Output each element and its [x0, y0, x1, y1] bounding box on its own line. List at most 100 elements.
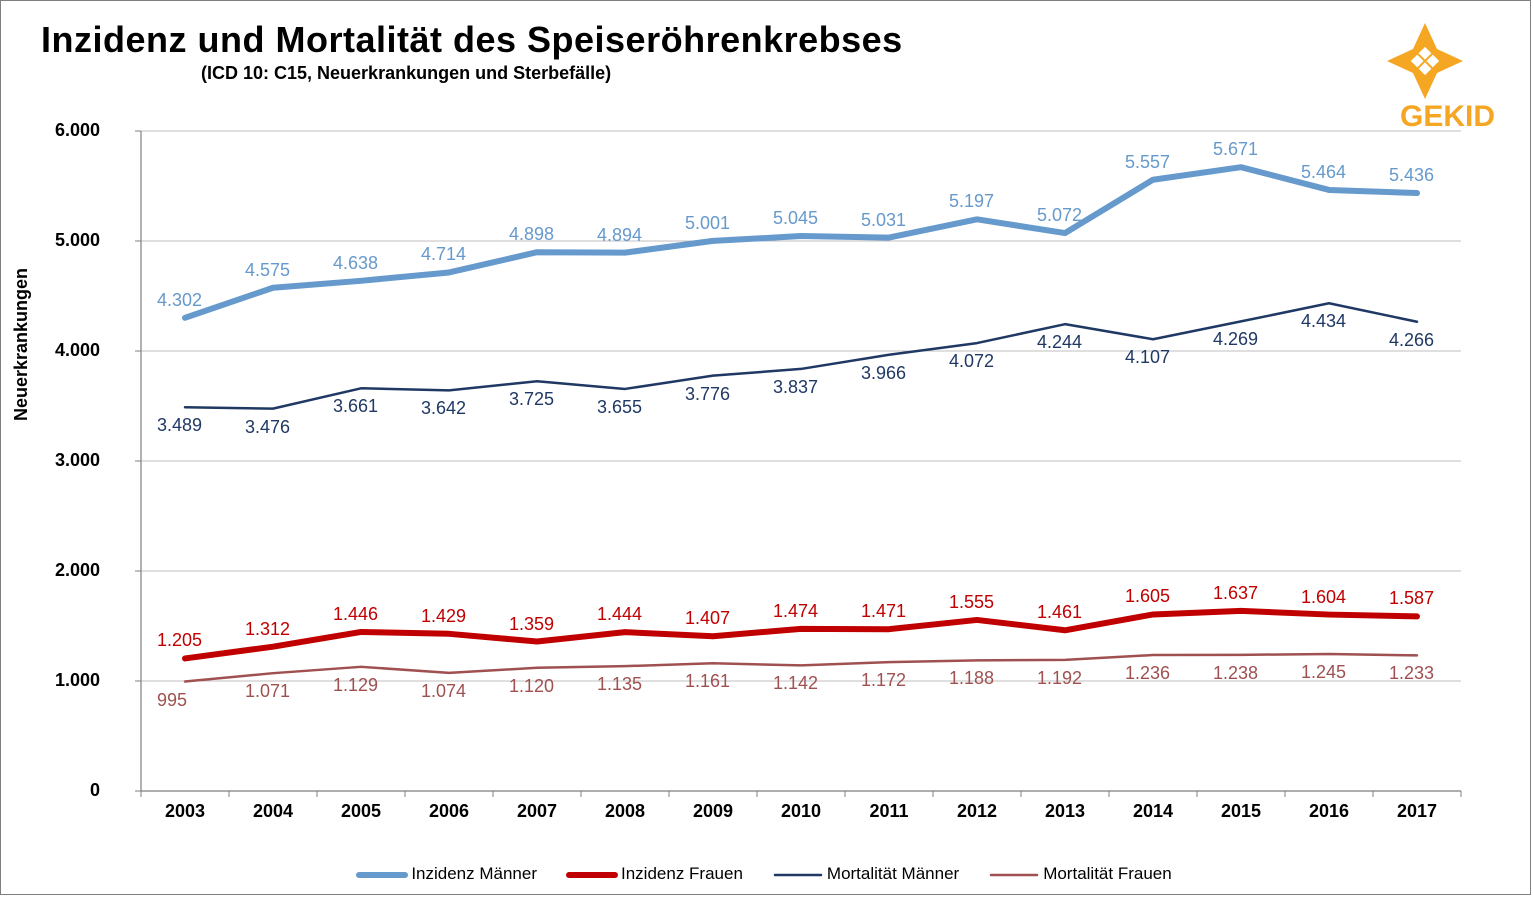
- data-label: 3.655: [597, 397, 642, 418]
- data-label: 5.045: [773, 208, 818, 229]
- y-tick-label: 5.000: [40, 230, 100, 251]
- data-label: 5.557: [1125, 152, 1170, 173]
- data-label: 3.642: [421, 398, 466, 419]
- y-tick-label: 6.000: [40, 120, 100, 141]
- x-tick-label: 2003: [145, 801, 225, 822]
- data-label: 5.072: [1037, 205, 1082, 226]
- legend: Inzidenz Männer Inzidenz Frauen Mortalität…: [1, 864, 1530, 884]
- data-label: 3.725: [509, 389, 554, 410]
- data-label: 1.074: [421, 681, 466, 702]
- data-label: 1.429: [421, 606, 466, 627]
- data-label: 4.269: [1213, 329, 1258, 350]
- data-label: 1.407: [685, 608, 730, 629]
- data-label: 1.461: [1037, 602, 1082, 623]
- y-axis-title: Neuerkrankungen: [11, 268, 32, 421]
- data-label: 1.233: [1389, 663, 1434, 684]
- data-label: 5.031: [861, 210, 906, 231]
- y-tick-label: 3.000: [40, 450, 100, 471]
- data-label: 1.135: [597, 674, 642, 695]
- data-label: 4.244: [1037, 332, 1082, 353]
- y-tick-label: 1.000: [40, 670, 100, 691]
- legend-label: Mortalität Männer: [827, 864, 959, 883]
- y-tick-label: 4.000: [40, 340, 100, 361]
- x-tick-label: 2008: [585, 801, 665, 822]
- legend-label: Inzidenz Männer: [411, 864, 537, 883]
- x-tick-label: 2011: [849, 801, 929, 822]
- data-label: 1.071: [245, 681, 290, 702]
- data-label: 4.714: [421, 244, 466, 265]
- data-label: 4.434: [1301, 311, 1346, 332]
- title-block: Inzidenz und Mortalität des Speiseröhren…: [41, 19, 903, 84]
- data-label: 1.192: [1037, 668, 1082, 689]
- data-label: 1.444: [597, 604, 642, 625]
- data-label: 1.359: [509, 614, 554, 635]
- data-label: 1.236: [1125, 663, 1170, 684]
- data-label: 1.245: [1301, 662, 1346, 683]
- x-tick-label: 2013: [1025, 801, 1105, 822]
- logo-text: GEKID: [1400, 100, 1495, 133]
- data-label: 1.312: [245, 619, 290, 640]
- x-tick-label: 2009: [673, 801, 753, 822]
- y-tick-label: 2.000: [40, 560, 100, 581]
- legend-item: Inzidenz Männer: [359, 864, 537, 884]
- data-label: 1.474: [773, 601, 818, 622]
- data-label: 3.476: [245, 417, 290, 438]
- data-label: 5.197: [949, 191, 994, 212]
- legend-item: Inzidenz Frauen: [569, 864, 743, 884]
- data-label: 4.898: [509, 224, 554, 245]
- plot-area: [111, 131, 1481, 821]
- x-tick-label: 2006: [409, 801, 489, 822]
- data-label: 1.142: [773, 673, 818, 694]
- data-label: 4.575: [245, 260, 290, 281]
- data-label: 1.471: [861, 601, 906, 622]
- data-label: 5.001: [685, 213, 730, 234]
- x-tick-label: 2014: [1113, 801, 1193, 822]
- x-tick-label: 2015: [1201, 801, 1281, 822]
- data-label: 1.161: [685, 671, 730, 692]
- x-tick-label: 2012: [937, 801, 1017, 822]
- gekid-logo: GEKID: [1310, 21, 1490, 131]
- data-label: 1.120: [509, 676, 554, 697]
- chart-title: Inzidenz und Mortalität des Speiseröhren…: [41, 19, 903, 61]
- x-tick-label: 2004: [233, 801, 313, 822]
- data-label: 995: [157, 690, 187, 711]
- chart-frame: Inzidenz und Mortalität des Speiseröhren…: [0, 0, 1531, 895]
- legend-item: Mortalität Frauen: [991, 864, 1172, 884]
- chart-subtitle: (ICD 10: C15, Neuerkrankungen und Sterbe…: [201, 63, 903, 84]
- data-label: 5.671: [1213, 139, 1258, 160]
- data-label: 3.489: [157, 415, 202, 436]
- data-label: 1.172: [861, 670, 906, 691]
- series-line: [185, 167, 1417, 318]
- data-label: 1.604: [1301, 587, 1346, 608]
- data-label: 4.107: [1125, 347, 1170, 368]
- data-label: 1.205: [157, 630, 202, 651]
- data-label: 1.555: [949, 592, 994, 613]
- data-label: 4.894: [597, 225, 642, 246]
- legend-label: Mortalität Frauen: [1043, 864, 1172, 883]
- data-label: 5.464: [1301, 162, 1346, 183]
- x-tick-label: 2016: [1289, 801, 1369, 822]
- data-label: 3.776: [685, 384, 730, 405]
- data-label: 4.072: [949, 351, 994, 372]
- x-tick-label: 2010: [761, 801, 841, 822]
- x-tick-label: 2017: [1377, 801, 1457, 822]
- data-label: 5.436: [1389, 165, 1434, 186]
- data-label: 1.637: [1213, 583, 1258, 604]
- data-label: 3.966: [861, 363, 906, 384]
- data-label: 1.446: [333, 604, 378, 625]
- data-label: 1.587: [1389, 588, 1434, 609]
- data-label: 3.837: [773, 377, 818, 398]
- legend-item: Mortalität Männer: [775, 864, 959, 884]
- y-tick-label: 0: [40, 780, 100, 801]
- x-tick-label: 2007: [497, 801, 577, 822]
- data-label: 4.266: [1389, 330, 1434, 351]
- data-label: 4.302: [157, 290, 202, 311]
- data-label: 3.661: [333, 396, 378, 417]
- data-label: 1.238: [1213, 663, 1258, 684]
- data-label: 1.605: [1125, 586, 1170, 607]
- x-tick-label: 2005: [321, 801, 401, 822]
- data-label: 1.188: [949, 668, 994, 689]
- data-label: 4.638: [333, 253, 378, 274]
- legend-label: Inzidenz Frauen: [621, 864, 743, 883]
- data-label: 1.129: [333, 675, 378, 696]
